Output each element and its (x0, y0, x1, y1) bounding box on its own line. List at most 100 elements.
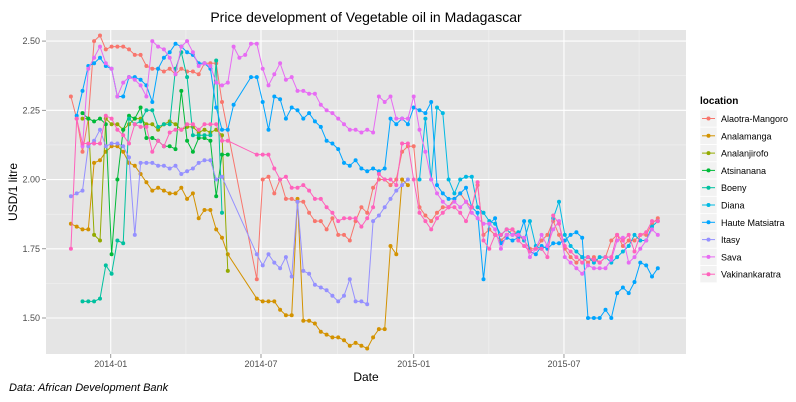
data-point (405, 177, 410, 182)
x-tick-label: 2015-07 (547, 359, 580, 369)
data-point (411, 144, 416, 149)
data-point (109, 116, 114, 121)
data-point (295, 199, 300, 204)
data-point (121, 80, 126, 85)
data-point (336, 219, 341, 224)
data-point (225, 268, 230, 273)
data-point (121, 241, 126, 246)
data-point (574, 230, 579, 235)
data-point (429, 177, 434, 182)
data-point (202, 122, 207, 127)
data-point (324, 205, 329, 210)
data-point (359, 224, 364, 229)
data-point (289, 75, 294, 80)
data-point (289, 105, 294, 110)
data-point (510, 227, 515, 232)
data-point (283, 255, 288, 260)
data-point (115, 44, 120, 49)
data-point (342, 160, 346, 165)
data-point (440, 191, 445, 196)
legend-title: location (700, 96, 738, 107)
data-point (493, 227, 498, 232)
legend-item-boeny: Boeny (699, 178, 747, 197)
data-point (568, 260, 573, 265)
data-point (371, 205, 376, 210)
data-point (376, 94, 381, 99)
data-point (527, 249, 532, 254)
legend: location Alaotra-Mangoro Analamanga Analan… (699, 96, 788, 284)
data-point (400, 116, 405, 121)
legend-item-haute-matsiatra: Haute Matsiatra (699, 213, 785, 232)
data-point (336, 232, 341, 237)
data-point (312, 119, 317, 124)
data-point (220, 138, 224, 143)
data-point (220, 174, 224, 179)
data-point (644, 238, 649, 243)
data-point (231, 44, 236, 49)
data-point (254, 41, 259, 46)
data-point (109, 122, 114, 127)
data-point (609, 255, 614, 260)
data-point (510, 232, 515, 237)
data-point (220, 127, 224, 132)
data-point (435, 210, 439, 215)
data-point (603, 307, 608, 312)
data-point (301, 116, 306, 121)
data-point (144, 124, 149, 129)
data-point (127, 116, 131, 121)
data-point (150, 149, 155, 154)
data-point (557, 241, 561, 246)
data-point (411, 94, 416, 99)
data-point (150, 100, 155, 104)
data-point (347, 127, 352, 132)
data-point (417, 177, 422, 182)
data-point (400, 183, 405, 188)
data-point (591, 266, 596, 271)
data-point (423, 219, 428, 224)
legend-label: Analamanga (721, 131, 772, 141)
data-point (615, 291, 620, 296)
data-point (626, 232, 631, 237)
data-point (74, 191, 79, 196)
data-point (527, 219, 532, 224)
data-point (597, 316, 602, 320)
data-point (312, 282, 317, 287)
data-point (214, 227, 219, 232)
data-point (190, 50, 195, 55)
data-point (376, 213, 381, 218)
data-point (254, 277, 259, 282)
data-point (464, 174, 468, 179)
data-point (504, 227, 509, 232)
data-point (557, 199, 561, 204)
data-point (586, 316, 590, 320)
data-point (98, 33, 102, 38)
data-point (92, 61, 97, 66)
data-point (307, 188, 312, 193)
data-point (220, 100, 224, 104)
data-point (394, 122, 399, 127)
data-point (92, 141, 97, 146)
data-point (68, 246, 73, 251)
legend-key-point (706, 272, 711, 277)
data-point (347, 238, 352, 243)
data-point (458, 210, 463, 215)
data-point (411, 177, 416, 182)
data-point (156, 124, 161, 129)
data-point (568, 249, 573, 254)
data-point (289, 196, 294, 201)
data-point (568, 244, 573, 248)
data-point (632, 280, 637, 284)
data-point (568, 232, 573, 237)
data-point (80, 188, 85, 193)
legend-label: Alaotra-Mangoro (721, 114, 788, 124)
data-point (516, 232, 521, 237)
data-point (138, 105, 143, 110)
data-point (597, 266, 602, 271)
data-point (626, 291, 631, 296)
data-point (632, 238, 637, 243)
data-point (190, 69, 195, 74)
data-point (103, 47, 108, 52)
data-point (80, 141, 85, 146)
data-point (109, 271, 114, 276)
